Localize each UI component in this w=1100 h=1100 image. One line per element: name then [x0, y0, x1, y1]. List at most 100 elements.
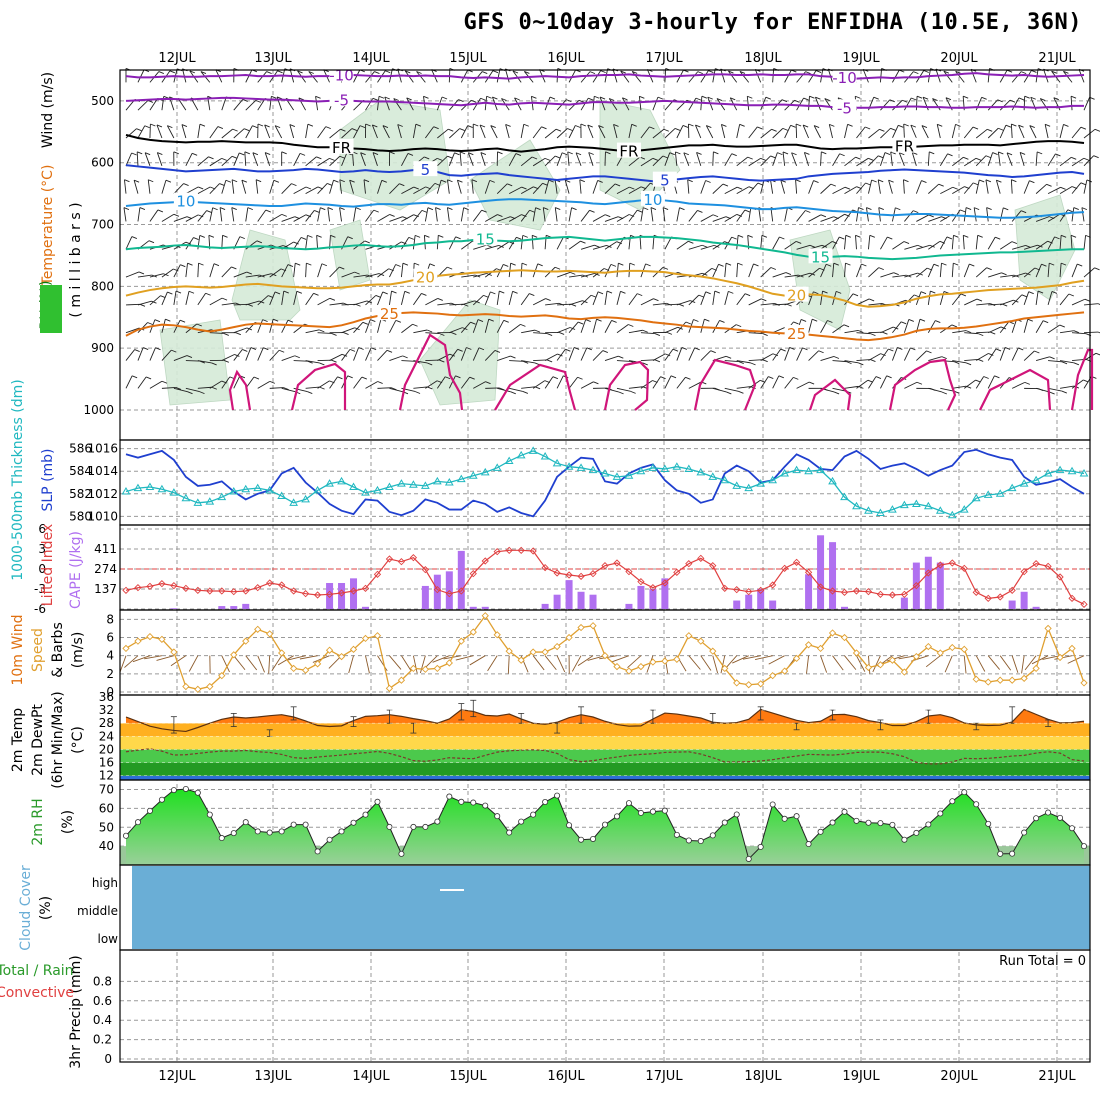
wind-barb-flag	[653, 298, 659, 302]
wind-barb	[868, 155, 879, 167]
cape-bar	[817, 535, 825, 609]
wind-barb-flag	[911, 97, 917, 101]
wind-speed-point	[146, 632, 154, 641]
wind-barb	[372, 152, 378, 166]
li-tick-label: -6	[34, 602, 46, 616]
wind-barb-flag	[867, 379, 874, 383]
wind-barb-flag	[315, 95, 321, 99]
pressure-tick-label: 700	[91, 218, 114, 232]
thickness-point	[205, 497, 215, 505]
wind-barb	[245, 274, 260, 278]
wind-barb-flag	[532, 234, 538, 238]
wind-barb	[975, 97, 983, 111]
wind-barb-flag	[437, 297, 443, 301]
wind-barb-flag	[845, 262, 851, 266]
wind-barb-flag	[241, 179, 248, 183]
wind-barb	[987, 375, 995, 389]
wind-barb	[305, 186, 319, 195]
thickness-point	[492, 463, 502, 471]
wind-barb	[329, 155, 341, 167]
wind-barb-10m	[401, 655, 412, 672]
wind-barb	[1011, 71, 1022, 83]
thickness-point	[409, 480, 418, 488]
wind-barb-flag	[652, 157, 658, 161]
wind-barb	[760, 353, 774, 361]
wind-barb-flag	[219, 183, 225, 186]
wind-barb	[406, 97, 414, 111]
wind-barb-flag	[373, 209, 379, 213]
rh-point	[218, 835, 225, 842]
wind-barb	[724, 387, 739, 392]
wind-barb-flag	[316, 234, 322, 238]
wind-barb	[437, 302, 452, 306]
rh-point	[1045, 809, 1052, 816]
wind-speed-point	[804, 641, 813, 649]
cape-bar	[326, 583, 334, 609]
wind-speed-point	[972, 675, 980, 683]
wind-barb	[533, 359, 548, 361]
wind-barb-10m	[577, 655, 594, 667]
wind-barb	[720, 124, 726, 139]
wind-barb-flag	[1051, 291, 1058, 294]
wind-barb-flag	[789, 347, 795, 350]
wind-barb	[365, 209, 375, 222]
thickness-point	[780, 468, 790, 477]
wind-barb-flag	[473, 123, 479, 127]
wind-barb-flag	[306, 262, 312, 266]
wind-barb	[1019, 152, 1025, 166]
wind-barb-flag	[516, 236, 522, 240]
wind-barb	[416, 71, 426, 83]
wind-barb	[748, 298, 762, 306]
lifted-index-point	[769, 581, 777, 589]
isotherm-label-bg	[652, 171, 677, 187]
wind-barb	[973, 207, 977, 222]
wind-barb-flag	[255, 179, 262, 183]
wind-barb	[580, 97, 589, 111]
wind-barb-flag	[768, 376, 774, 380]
wind-barb	[496, 183, 508, 194]
wind-barb	[412, 124, 417, 139]
wind-barb	[521, 329, 536, 334]
wind-barb-flag	[1028, 291, 1034, 295]
wind-barb	[604, 183, 616, 194]
wind-barb	[544, 376, 554, 389]
rh-point	[590, 835, 597, 842]
rh-point	[398, 850, 405, 857]
wind-barb	[604, 320, 613, 333]
thickness-point	[516, 450, 526, 459]
thickness-point	[361, 488, 370, 496]
wind-barb	[269, 213, 282, 222]
wind-barb	[802, 124, 809, 139]
wind-barb-flag	[381, 179, 387, 183]
wind-barb	[233, 375, 241, 389]
wind-barb-10m	[348, 655, 354, 674]
wind-barb	[760, 155, 771, 167]
wind-barb-flag	[578, 99, 585, 103]
wind-barb-flag	[479, 124, 486, 128]
wind-barb-10m	[144, 655, 162, 660]
wind-barb-flag	[133, 179, 140, 183]
wind-barb	[700, 180, 707, 194]
wind-barb	[1083, 267, 1095, 278]
wind-barb-flag	[731, 236, 737, 240]
cloud-tick-label: low	[98, 932, 119, 946]
wind-barb-flag	[276, 96, 283, 100]
wind-barb-flag	[665, 353, 671, 357]
wind-barb	[608, 98, 618, 111]
temp-tick-label: 36	[99, 690, 114, 704]
lifted-index-point	[589, 570, 597, 578]
wind-barb	[999, 347, 1006, 361]
wind-speed-point	[553, 642, 561, 651]
wind-barb	[640, 332, 655, 335]
wind-barb	[616, 214, 630, 222]
thickness-point	[888, 505, 897, 513]
wind-barb	[293, 360, 308, 362]
wind-barb-flag	[385, 70, 391, 74]
rh-point	[877, 820, 884, 827]
wind-barb-flag	[337, 376, 343, 380]
wind-barb-flag	[578, 321, 584, 325]
wind-barb-flag	[471, 99, 477, 103]
wind-barb	[147, 179, 151, 194]
wind-barb	[231, 207, 235, 222]
wind-barb-flag	[421, 293, 427, 296]
